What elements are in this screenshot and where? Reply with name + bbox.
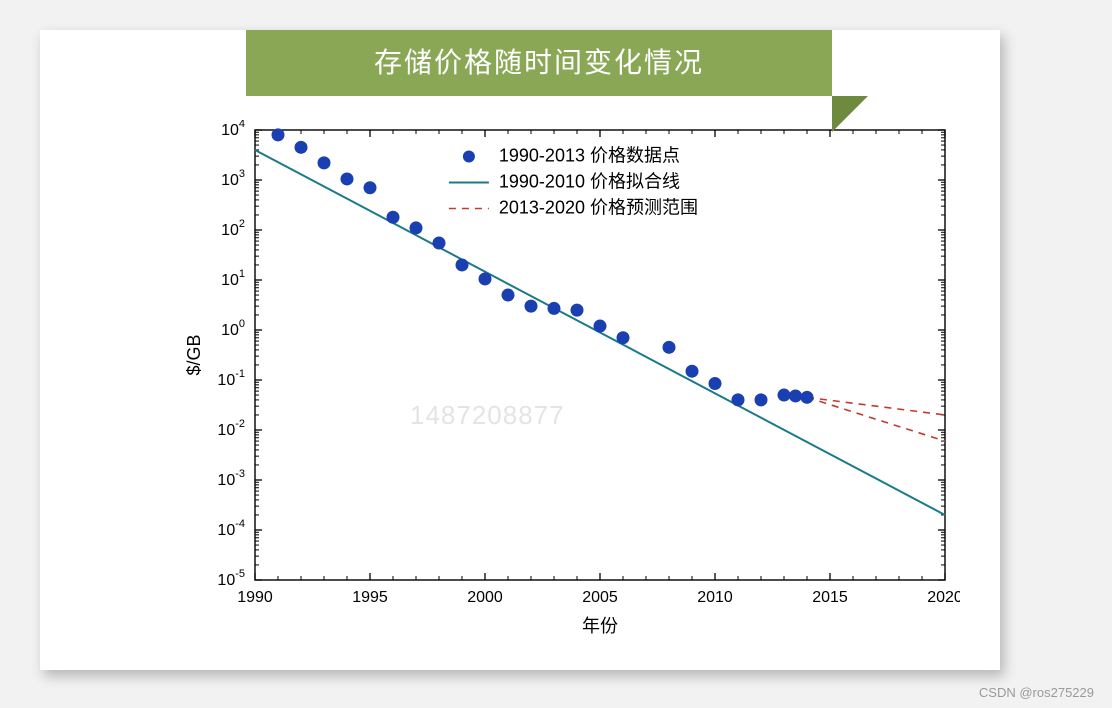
y-tick-label: 100: [221, 318, 245, 339]
credit-text: CSDN @ros275229: [979, 685, 1094, 700]
data-point: [433, 236, 446, 249]
x-tick-label: 2000: [467, 589, 503, 606]
data-point: [732, 393, 745, 406]
data-point: [548, 302, 561, 315]
chart: 1990 1995 2000 2005 2010 2015 2020 10-5 10-4 10-3…: [180, 120, 960, 650]
title-text: 存储价格随时间变化情况: [374, 47, 704, 78]
y-tick-label: 10-1: [217, 368, 245, 389]
data-point: [663, 341, 676, 354]
data-point: [525, 300, 538, 313]
data-point: [502, 289, 515, 302]
data-point: [594, 320, 607, 333]
forecast-lower: [807, 397, 945, 441]
data-point: [410, 221, 423, 234]
data-point: [801, 391, 814, 404]
x-axis-label: 年份: [582, 616, 618, 636]
data-point: [295, 141, 308, 154]
y-tick-label: 10-4: [217, 518, 245, 539]
y-axis-label: $/GB: [184, 334, 204, 375]
y-tick-label: 10-3: [217, 468, 245, 489]
x-tick-label: 2005: [582, 589, 618, 606]
chart-svg: 1990 1995 2000 2005 2010 2015 2020 10-5 10-4 10-3…: [180, 120, 960, 650]
data-point: [272, 128, 285, 141]
data-point: [364, 181, 377, 194]
data-point: [789, 389, 802, 402]
legend-marker: [463, 151, 475, 163]
legend-label: 1990-2010 价格拟合线: [499, 172, 680, 192]
slide-card: 存储价格随时间变化情况 1487208877 19901995200020052…: [40, 30, 1000, 670]
y-tick-label: 101: [221, 268, 245, 289]
data-point: [456, 258, 469, 271]
y-tick-label: 104: [221, 120, 245, 139]
data-point: [571, 304, 584, 317]
x-tick-label: 2010: [697, 589, 733, 606]
data-point: [617, 331, 630, 344]
x-tick-label: 1995: [352, 589, 388, 606]
data-point: [479, 272, 492, 285]
legend-label: 1990-2013 价格数据点: [499, 146, 680, 166]
y-tick-label: 10-5: [217, 568, 245, 589]
forecast-upper: [807, 397, 945, 415]
x-tick-label: 2015: [812, 589, 848, 606]
title-fold: [832, 96, 868, 132]
data-point: [387, 211, 400, 224]
credit: CSDN @ros275229: [979, 685, 1094, 700]
x-tick-label: 2020: [927, 589, 960, 606]
data-point: [686, 365, 699, 378]
y-tick-label: 10-2: [217, 418, 245, 439]
data-point: [778, 389, 791, 402]
x-tick-label: 1990: [237, 589, 273, 606]
y-tick-label: 103: [221, 168, 245, 189]
data-point: [341, 172, 354, 185]
legend-label: 2013-2020 价格预测范围: [499, 198, 698, 218]
y-tick-label: 102: [221, 218, 245, 239]
data-point: [318, 156, 331, 169]
title-band: 存储价格随时间变化情况: [246, 30, 832, 96]
data-point: [755, 393, 768, 406]
data-point: [709, 377, 722, 390]
